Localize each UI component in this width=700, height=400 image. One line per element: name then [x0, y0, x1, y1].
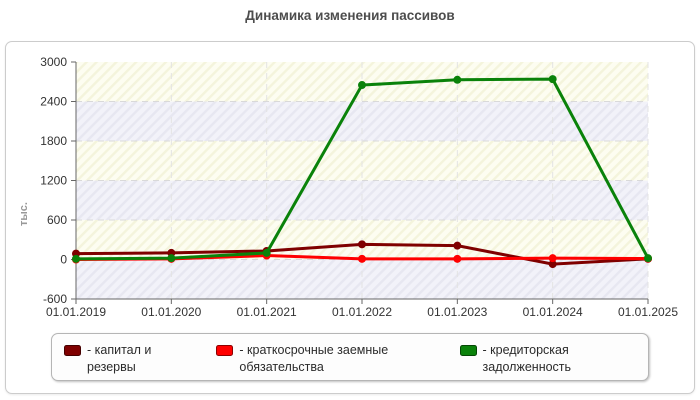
data-point: [548, 254, 557, 263]
data-point: [167, 254, 176, 263]
legend-swatch-icon: [64, 345, 81, 356]
data-point: [453, 254, 462, 263]
legend-label: - кредиторская задолженность: [482, 343, 572, 374]
data-point: [548, 75, 557, 84]
x-tick-label: 01.01.2025: [618, 305, 678, 319]
data-point: [453, 75, 462, 84]
x-tick-label: 01.01.2023: [427, 305, 487, 319]
y-axis-title: тыс.: [18, 202, 30, 226]
data-point: [358, 254, 366, 263]
y-tick-label: 1200: [40, 174, 67, 188]
y-tick-label: 2400: [40, 95, 67, 109]
x-tick-label: 01.01.2024: [523, 305, 583, 319]
data-point: [453, 241, 462, 250]
data-point: [644, 254, 652, 263]
y-tick-label: 3000: [40, 55, 67, 69]
legend-swatch-icon: [216, 345, 234, 356]
legend-item: - краткосрочные заемные обязательства: [216, 342, 429, 376]
x-tick-label: 01.01.2022: [332, 305, 392, 319]
legend-label: - краткосрочные заемные обязательства: [239, 343, 389, 374]
legend-swatch-icon: [459, 345, 477, 356]
legend-item: - капитал и резервы: [64, 342, 186, 376]
x-tick-label: 01.01.2020: [141, 305, 201, 319]
y-tick-label: 600: [47, 213, 67, 227]
data-point: [358, 240, 366, 249]
data-point: [262, 248, 271, 257]
data-point: [548, 260, 557, 269]
chart-title: Динамика изменения пассивов: [245, 8, 455, 23]
x-tick-label: 01.01.2021: [237, 305, 297, 319]
data-point: [358, 81, 366, 90]
legend: - капитал и резервы - краткосрочные заемн…: [51, 333, 649, 381]
y-tick-label: -600: [43, 292, 67, 306]
x-tick-label: 01.01.2019: [46, 305, 106, 319]
data-point: [72, 254, 80, 263]
legend-item: - кредиторская задолженность: [459, 342, 636, 376]
chart-panel: 3000 2400 1800 1200 600 0 -600 01.01.2019 01.01.…: [5, 41, 695, 394]
legend-label: - капитал и резервы: [87, 343, 152, 374]
y-tick-label: 0: [60, 253, 67, 267]
y-tick-label: 1800: [40, 134, 67, 148]
